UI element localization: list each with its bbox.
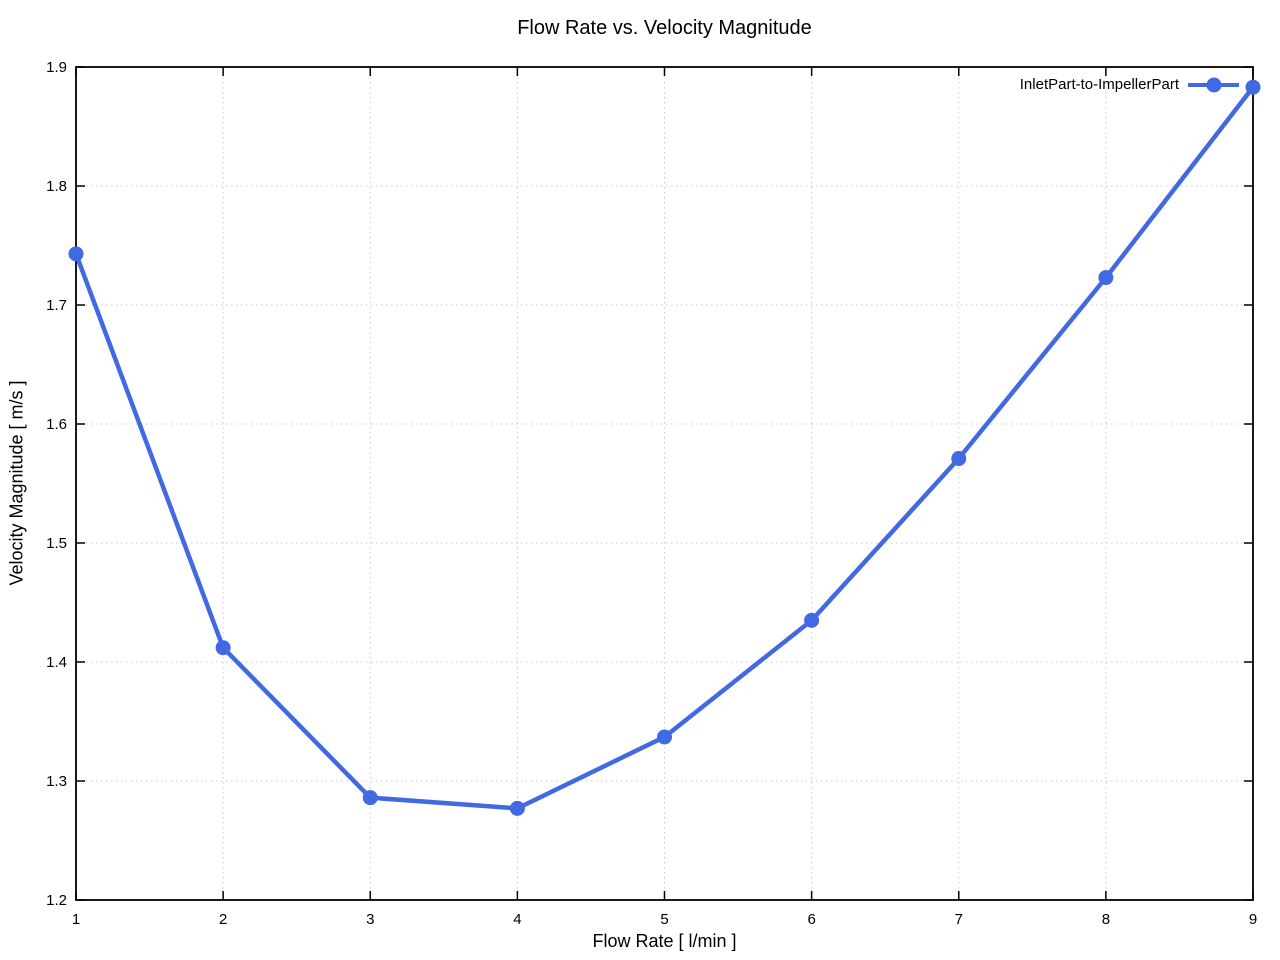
x-tick-label: 5	[660, 911, 668, 928]
data-point	[362, 790, 378, 806]
x-tick-label: 8	[1102, 911, 1110, 928]
data-point	[68, 246, 84, 262]
y-tick-label: 1.2	[46, 892, 67, 909]
x-tick-label: 2	[219, 911, 227, 928]
x-tick-label: 7	[955, 911, 963, 928]
data-point	[951, 451, 967, 467]
data-point	[1098, 270, 1114, 286]
data-point	[509, 800, 525, 816]
data-point	[215, 640, 231, 656]
y-tick-label: 1.7	[46, 297, 67, 314]
x-tick-label: 9	[1249, 911, 1257, 928]
y-tick-label: 1.3	[46, 773, 67, 790]
plot-border	[75, 66, 1254, 901]
data-point	[804, 612, 820, 628]
legend-label: InletPart-to-ImpellerPart	[1019, 76, 1179, 93]
y-tick-label: 1.6	[46, 416, 67, 433]
y-tick-label: 1.9	[46, 59, 67, 76]
legend-line-sample	[1188, 77, 1239, 93]
chart-title: Flow Rate vs. Velocity Magnitude	[517, 17, 812, 39]
x-tick-label: 4	[513, 911, 521, 928]
x-axis-label: Flow Rate [ l/min ]	[592, 931, 737, 951]
x-tick-label: 6	[807, 911, 815, 928]
y-tick-label: 1.8	[46, 178, 67, 195]
legend-marker-icon	[1206, 77, 1221, 92]
legend: InletPart-to-ImpellerPart	[1020, 76, 1239, 93]
data-point	[1245, 79, 1261, 95]
x-tick-label: 1	[72, 911, 80, 928]
y-tick-label: 1.5	[46, 535, 67, 552]
x-tick-label: 3	[366, 911, 374, 928]
data-point	[657, 729, 672, 745]
y-tick-label: 1.4	[46, 654, 67, 671]
